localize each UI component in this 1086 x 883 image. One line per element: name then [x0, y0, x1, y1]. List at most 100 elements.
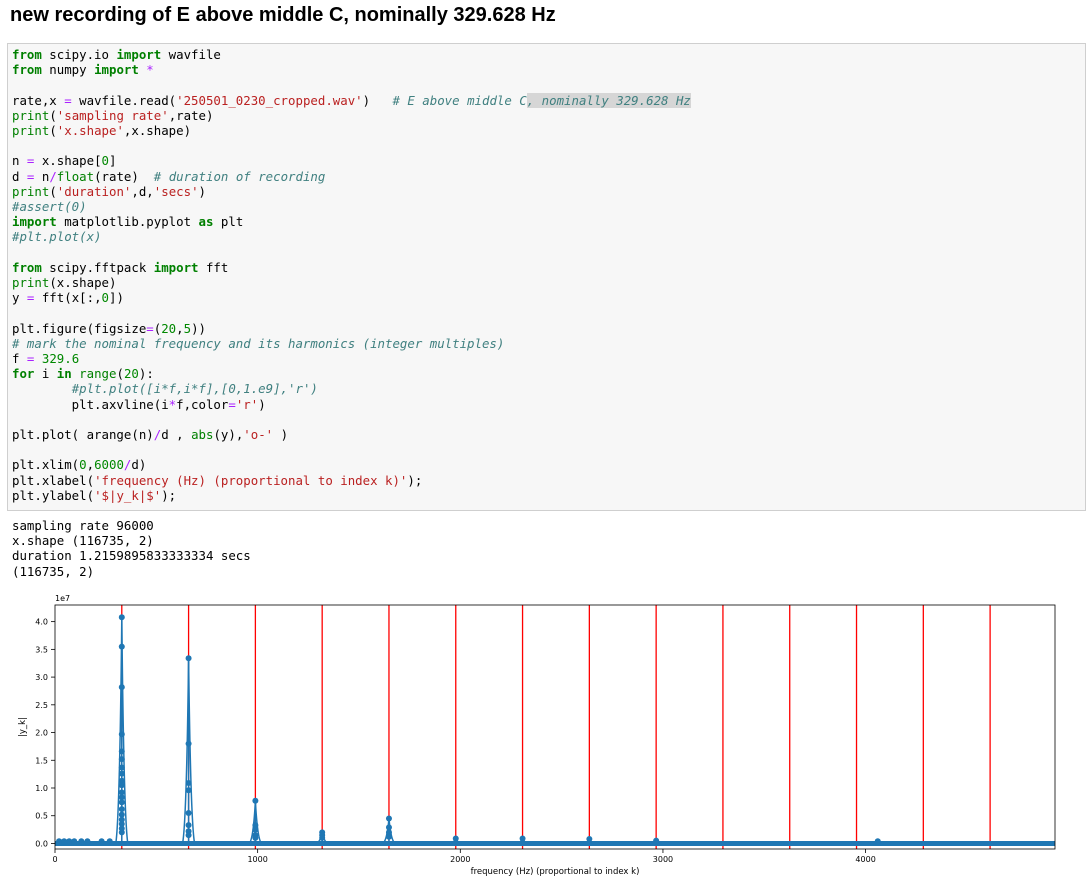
code-token: print — [12, 275, 50, 291]
plot-area — [55, 605, 1055, 849]
code-token: 'x.shape' — [56, 123, 124, 139]
code-line: #plt.plot([i*f,i*f],[0,1.e9],'r') — [12, 381, 318, 396]
data-point — [118, 806, 125, 813]
y-offset-label: 1e7 — [55, 594, 70, 603]
output-line: duration 1.2159895833333334 secs — [12, 548, 251, 564]
page-title: new recording of E above middle C, nomin… — [10, 4, 556, 26]
noise-point — [78, 838, 85, 845]
code-token: 0 — [101, 290, 109, 306]
data-point — [118, 789, 125, 796]
code-line: for i in range(20): — [12, 366, 154, 381]
data-point — [252, 826, 259, 833]
noise-point — [106, 838, 113, 845]
code-line: plt.ylabel('$|y_k|$'); — [12, 488, 176, 503]
code-token: 'o-' — [243, 427, 274, 443]
data-point — [319, 834, 326, 841]
data-point — [118, 782, 125, 789]
code-line: plt.axvline(i*f,color='r') — [12, 397, 266, 412]
code-token: * — [168, 396, 177, 412]
code-line: #plt.plot(x) — [12, 229, 102, 244]
code-token: for — [12, 366, 35, 382]
code-token: wavfile — [161, 47, 221, 62]
data-point — [118, 748, 125, 755]
code-token: n — [12, 153, 27, 169]
code-token: # E above middle C — [392, 92, 527, 108]
code-token: = — [64, 92, 72, 108]
code-token: wavfile.read( — [71, 92, 177, 108]
code-token: fft — [198, 259, 229, 275]
code-token: print — [12, 107, 50, 123]
data-point — [118, 821, 125, 828]
code-token: range — [79, 366, 117, 382]
code-token: plt.xlim( — [12, 457, 80, 473]
code-token: # duration of recording — [153, 168, 326, 184]
code-token: scipy.fftpack — [41, 259, 154, 275]
code-token: ( — [49, 107, 57, 123]
code-line: plt.figure(figsize=(20,5)) — [12, 321, 206, 336]
code-token: / — [153, 427, 162, 443]
code-token: ) — [362, 92, 393, 108]
code-token: plt.axvline(i — [12, 396, 169, 412]
data-point — [519, 835, 526, 842]
code-token: ( — [153, 320, 162, 336]
noise-point — [98, 838, 105, 845]
data-point — [118, 684, 125, 691]
code-editor[interactable]: from scipy.io import wavfile from numpy … — [8, 44, 1085, 503]
x-tick-label: 0 — [52, 855, 57, 864]
code-token: ( — [49, 183, 57, 199]
code-token: * — [146, 62, 154, 78]
code-token: 20 — [123, 366, 139, 382]
code-token: import — [12, 214, 57, 230]
data-point — [252, 822, 259, 829]
code-token: (y), — [213, 427, 244, 443]
code-cell[interactable]: from scipy.io import wavfile from numpy … — [7, 43, 1086, 511]
code-token: ( — [49, 123, 57, 139]
code-token: ) — [273, 427, 289, 443]
code-token: plt.plot( arange(n) — [12, 427, 154, 443]
code-token: float — [56, 168, 95, 184]
code-token: #plt.plot(x) — [12, 229, 102, 245]
data-point — [385, 824, 392, 831]
code-line: plt.xlim(0,6000/d) — [12, 457, 146, 472]
data-point — [118, 816, 125, 823]
code-token: ]) — [109, 290, 124, 306]
data-point — [185, 780, 192, 787]
code-line: plt.xlabel('frequency (Hz) (proportional… — [12, 473, 422, 488]
data-point — [118, 794, 125, 801]
code-token: '$|y_k|$' — [94, 487, 162, 503]
code-token: 'sampling rate' — [56, 107, 169, 123]
y-tick-label: 1.0 — [35, 784, 48, 793]
code-token: = — [26, 351, 35, 367]
output-line: x.shape (116735, 2) — [12, 533, 154, 549]
code-token: as — [198, 214, 214, 230]
output-line: sampling rate 96000 — [12, 518, 154, 533]
code-token: import — [116, 47, 162, 62]
code-token: , nominally 329.628 Hz — [526, 92, 691, 108]
code-token: rate,x — [12, 92, 65, 108]
code-token: d) — [131, 457, 147, 473]
code-token: i — [34, 366, 57, 382]
code-line: print(x.shape) — [12, 275, 116, 290]
data-point — [118, 764, 125, 771]
x-tick-label: 2000 — [450, 855, 470, 864]
code-token: y — [12, 290, 27, 306]
code-token: 20 — [161, 320, 177, 336]
code-line: plt.plot( arange(n)/d , abs(y),'o-' ) — [12, 427, 288, 442]
y-tick-label: 2.5 — [35, 701, 48, 710]
code-token: plt.ylabel( — [12, 487, 95, 503]
data-point — [185, 655, 192, 662]
code-token: 'duration' — [56, 183, 132, 199]
noise-point — [84, 838, 91, 845]
code-token: = — [26, 168, 35, 184]
code-token: n — [34, 168, 50, 184]
code-token: 'secs' — [153, 183, 199, 199]
code-token: #plt.plot([i*f,i*f],[0,1.e9],'r') — [71, 381, 318, 397]
y-tick-label: 3.5 — [35, 645, 48, 654]
code-line: print('duration',d,'secs') — [12, 184, 206, 199]
code-token: ( — [116, 366, 124, 382]
code-token — [12, 381, 72, 396]
code-token: ) — [258, 396, 266, 412]
code-token: #assert(0) — [12, 199, 87, 215]
code-token: ] — [109, 153, 117, 169]
code-token: scipy.io — [41, 47, 117, 62]
